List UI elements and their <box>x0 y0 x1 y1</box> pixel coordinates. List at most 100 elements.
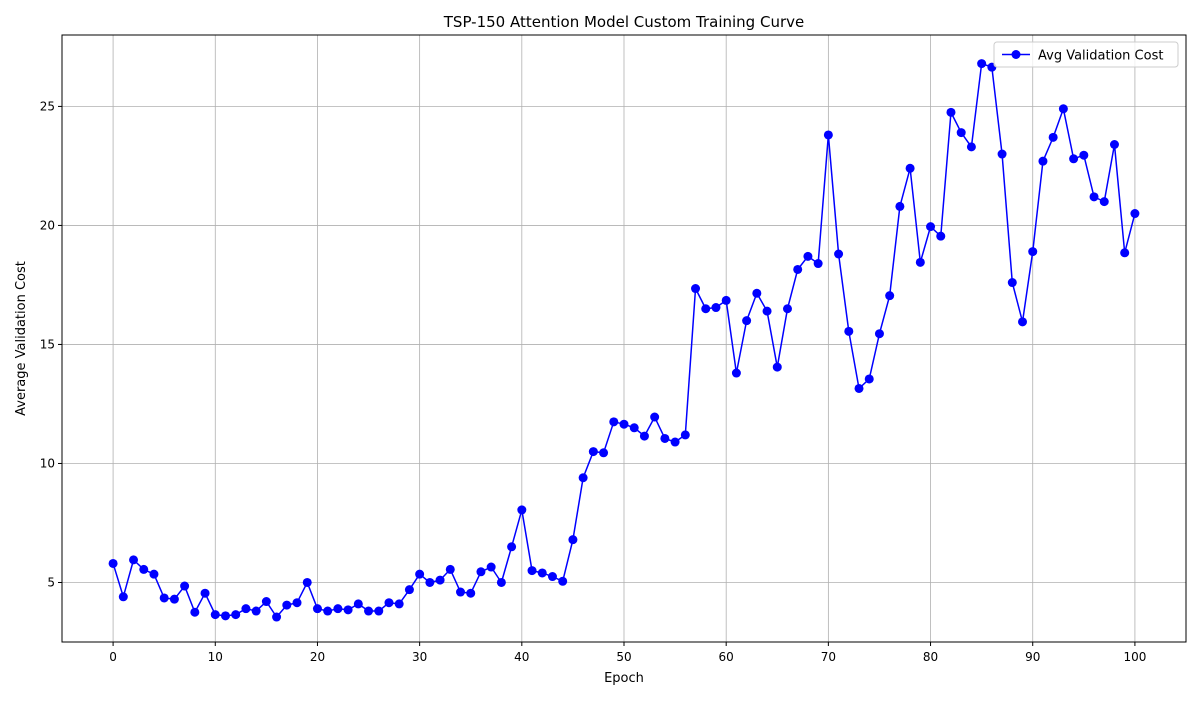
data-point <box>210 610 220 620</box>
data-point <box>711 303 721 313</box>
data-point <box>282 600 292 610</box>
data-point <box>793 264 803 274</box>
data-point <box>650 412 660 422</box>
data-point <box>129 555 139 565</box>
legend-entry-label: Avg Validation Cost <box>1038 49 1163 64</box>
data-point <box>261 597 271 607</box>
data-point <box>149 569 159 579</box>
data-point <box>588 447 598 457</box>
x-tick-label: 60 <box>719 650 734 664</box>
data-point <box>1109 139 1119 149</box>
x-tick-label: 90 <box>1025 650 1040 664</box>
x-tick-label: 0 <box>109 650 117 664</box>
data-point <box>782 304 792 314</box>
data-point <box>333 604 343 614</box>
data-point <box>926 222 936 232</box>
data-point <box>445 564 455 574</box>
data-point <box>139 564 149 574</box>
data-point <box>772 362 782 372</box>
data-point <box>752 288 762 298</box>
data-point <box>527 566 537 576</box>
data-point <box>507 542 517 552</box>
x-tick-label: 40 <box>514 650 529 664</box>
data-point <box>701 304 711 314</box>
data-point <box>599 448 609 458</box>
data-point <box>1007 278 1017 288</box>
data-point <box>1130 209 1140 219</box>
data-point <box>1069 154 1079 164</box>
data-point <box>742 316 752 326</box>
data-point <box>415 569 425 579</box>
data-point <box>609 417 619 427</box>
data-point <box>517 505 527 515</box>
axis-ticks: 0 10 20 30 40 50 60 70 80 90 100 5 10 15 20 25 <box>40 99 1147 664</box>
data-point <box>292 598 302 608</box>
data-point <box>425 577 435 587</box>
y-tick-label: 15 <box>40 337 55 351</box>
data-point <box>251 606 261 616</box>
data-point <box>108 558 118 568</box>
data-point <box>231 610 241 620</box>
x-tick-label: 100 <box>1123 650 1146 664</box>
data-point <box>353 599 363 609</box>
data-point <box>966 142 976 152</box>
x-tick-label: 30 <box>412 650 427 664</box>
data-point <box>384 598 394 608</box>
data-point <box>374 606 384 616</box>
data-point <box>558 576 568 586</box>
data-point <box>874 329 884 339</box>
grid <box>62 35 1186 642</box>
data-point <box>1099 197 1109 207</box>
y-tick-label: 5 <box>47 575 55 589</box>
data-point <box>1058 104 1068 114</box>
data-point <box>456 587 466 597</box>
data-point <box>1048 132 1058 142</box>
data-point <box>1018 317 1028 327</box>
data-point <box>691 284 701 294</box>
data-point <box>680 430 690 440</box>
data-point <box>762 306 772 316</box>
data-point <box>394 599 404 609</box>
data-point <box>1120 248 1130 258</box>
data-point <box>241 604 251 614</box>
data-point <box>731 368 741 378</box>
data-point <box>435 575 445 585</box>
y-axis-label: Average Validation Cost <box>14 261 29 416</box>
data-point <box>803 251 813 261</box>
data-point <box>946 107 956 117</box>
data-point <box>854 383 864 393</box>
data-point <box>272 612 282 622</box>
data-point <box>905 163 915 173</box>
data-point <box>568 535 578 545</box>
y-tick-label: 25 <box>40 99 55 113</box>
data-point <box>823 130 833 140</box>
data-point <box>721 295 731 305</box>
data-point <box>159 593 169 603</box>
data-point <box>885 291 895 301</box>
data-point <box>936 231 946 241</box>
data-point <box>834 249 844 259</box>
data-point <box>670 437 680 447</box>
series-layer <box>108 59 1140 622</box>
chart-title: TSP-150 Attention Model Custom Training … <box>443 13 804 31</box>
data-point <box>895 201 905 211</box>
data-point <box>578 473 588 483</box>
data-point <box>1089 192 1099 202</box>
data-point <box>619 419 629 429</box>
data-point <box>997 149 1007 159</box>
data-point <box>220 611 230 621</box>
data-point <box>977 59 987 69</box>
data-point <box>956 128 966 138</box>
data-point <box>200 588 210 598</box>
data-point <box>864 374 874 384</box>
y-tick-label: 20 <box>40 218 55 232</box>
data-point <box>404 585 414 595</box>
data-point <box>312 604 322 614</box>
data-point <box>190 607 200 617</box>
x-tick-label: 20 <box>310 650 325 664</box>
data-point <box>915 257 925 267</box>
legend: Avg Validation Cost <box>993 41 1179 68</box>
data-point <box>639 431 649 441</box>
